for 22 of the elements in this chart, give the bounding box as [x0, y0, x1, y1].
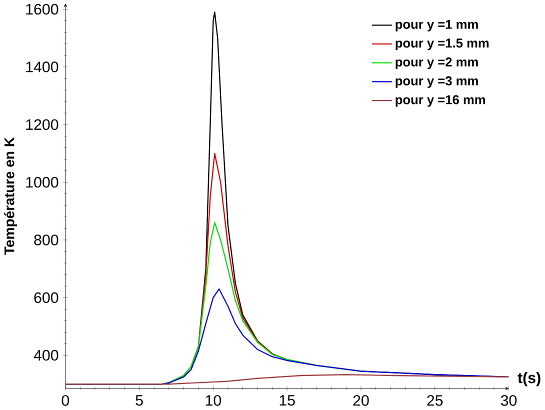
x-tick-label: 20 [353, 395, 369, 406]
legend-label: pour y =1 mm [396, 20, 478, 32]
legend-label: pour y =3 mm [396, 76, 478, 88]
y-tick-label: 1600 [26, 4, 58, 15]
x-axis-title: t(s) [518, 372, 540, 386]
legend-label: pour y =2 mm [396, 58, 478, 70]
y-tick-label: 800 [34, 234, 58, 246]
y-tick-label: 400 [34, 350, 58, 361]
y-tick-label: 600 [34, 292, 58, 304]
x-tick-label: 10 [206, 395, 222, 406]
x-tick-label: 15 [280, 395, 295, 406]
y-tick-label: 1200 [26, 119, 58, 130]
x-tick-label: 5 [136, 395, 143, 406]
x-tick-label: 0 [62, 395, 70, 406]
y-tick-label: 1400 [26, 62, 58, 72]
legend-label: pour y =16 mm [396, 95, 485, 107]
y-tick-label: 1000 [26, 177, 58, 188]
legend-label: pour y =1.5 mm [396, 38, 489, 50]
y-axis-title: Température en K [4, 137, 18, 255]
x-tick-label: 30 [500, 395, 517, 406]
line-series [65, 374, 509, 385]
x-tick-label: 25 [427, 395, 443, 406]
